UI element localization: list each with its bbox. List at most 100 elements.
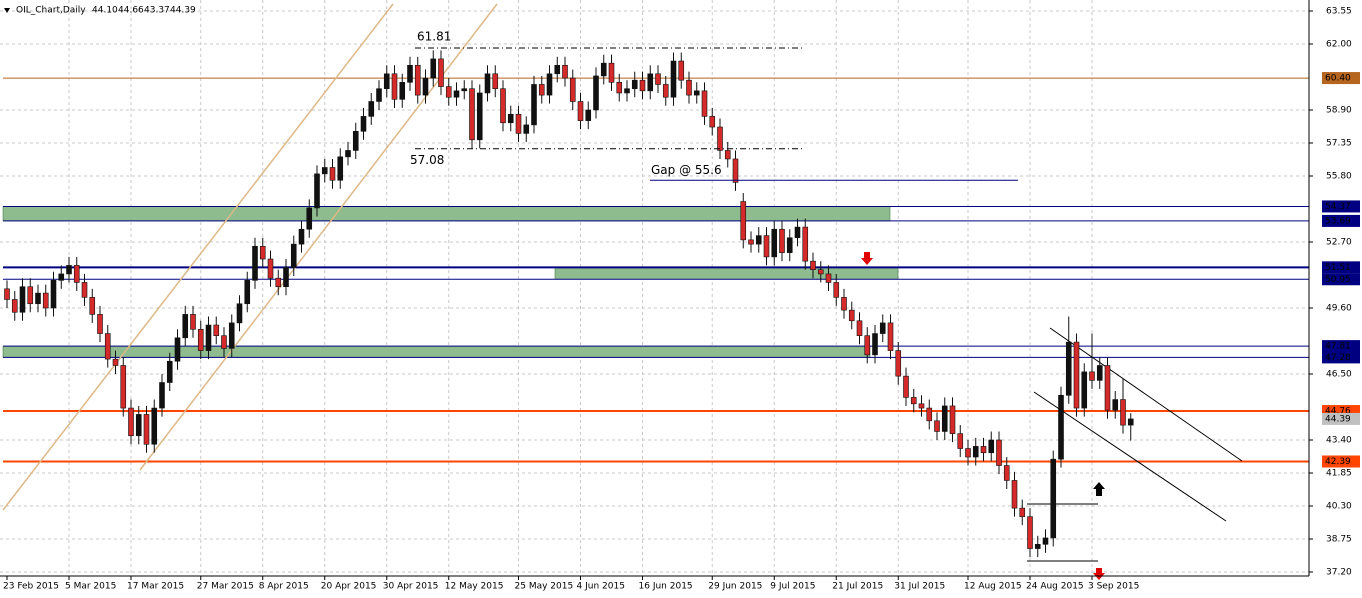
x-tick-label: 9 Jul 2015 [770,582,815,592]
candle-body [66,265,72,275]
x-tick-label: 30 Apr 2015 [383,582,439,592]
axis: 63.55 62.00 58.90 57.35 55.80 52.70 49.60 46.50… [3,7,1352,592]
candle-body [507,113,514,124]
candle-body [321,167,328,175]
candle-body [151,407,158,445]
candle-body [213,324,220,336]
x-tick-label: 3 Sep 2015 [1088,582,1139,592]
candle-body [128,407,134,437]
candle-body [298,228,305,245]
price-box-label: 53.69 [1325,216,1351,226]
y-tick-label: 46.50 [1326,370,1352,380]
symbol: OIL_Chart,Daily [16,6,86,16]
candle-body [267,258,274,279]
candle-body [1073,341,1080,409]
candle-body [554,64,561,75]
price-box-label: 60.40 [1325,74,1351,84]
candle-body [414,64,421,96]
candle-body [445,86,452,98]
candle-body [19,286,26,313]
ohlc-low: 43.37 [144,6,170,16]
candle-body [709,116,716,128]
candle-body [35,292,41,305]
candle-body [275,277,282,288]
candle-body [461,88,468,92]
candle-body [1011,480,1018,509]
candle-body [89,297,96,315]
candle-body [864,335,871,356]
candle-body [1050,458,1057,539]
ohlc-open: 44.10 [92,6,118,16]
x-tick-label: 31 Jul 2015 [894,582,945,592]
candle-body [159,382,165,409]
candle-body [42,292,49,309]
zone [2,206,891,222]
candle-body [337,156,344,181]
y-tick-label: 58.90 [1326,106,1352,116]
candle-body [104,333,111,360]
candle-body [182,314,189,339]
candle-body [732,158,739,183]
zone [554,267,899,280]
candle-body [833,282,840,298]
drawings [2,3,1243,580]
candle-body [872,333,878,356]
x-tick-label: 21 Jul 2015 [832,582,883,592]
candle-body [841,297,847,311]
candle-body [166,360,173,383]
candle-body [639,79,646,92]
candle-body [1019,507,1026,517]
candle-body [73,265,80,283]
x-tick-label: 17 Mar 2015 [127,582,184,592]
candle-body [4,288,10,300]
price-box-label: 44.76 [1325,407,1351,417]
candle-body [600,62,607,77]
price-box [1322,214,1360,227]
x-tick-label: 29 Jun 2015 [708,582,762,592]
candle-body [197,328,204,351]
x-tick-label: 27 Mar 2015 [197,582,254,592]
candle-body [593,75,599,111]
candle-body [678,60,685,81]
candle-body [523,124,530,134]
candle-body [562,64,568,79]
candle-body [143,414,150,445]
x-tick-label: 24 Aug 2015 [1026,582,1084,592]
candle-body [383,73,390,90]
candle-body [352,130,359,151]
candle-body [546,73,553,96]
y-tick-label: 63.55 [1326,7,1352,17]
ohlc-close: 44.39 [170,6,196,16]
channel-line [1033,391,1227,522]
x-tick-label: 25 May 2015 [515,582,574,592]
candle-body [910,397,917,405]
candle-body [631,79,638,90]
price-box [1322,273,1360,286]
candle-body [58,273,65,281]
candle-body [655,73,661,85]
candle-body [755,235,762,245]
price-box [1322,72,1360,85]
candle-body [647,73,654,92]
candle-body [368,101,375,117]
candle-body [569,77,576,102]
candle-body [608,62,615,83]
price-box-label: 51.51 [1325,263,1351,273]
fib-label: 61.81 [417,30,451,44]
candle-body [500,88,506,124]
candle-body [1042,537,1049,545]
candle-body [430,58,437,79]
channel-line [1049,327,1243,462]
candle-body [453,90,460,98]
candle-body [585,109,592,121]
candle-body [1065,341,1072,396]
x-tick-label: 12 May 2015 [445,582,504,592]
candle-body [624,88,630,94]
candle-body [802,226,809,262]
x-tick-label: 20 Apr 2015 [321,582,377,592]
candle-body [112,358,119,366]
candle-body [360,116,367,132]
